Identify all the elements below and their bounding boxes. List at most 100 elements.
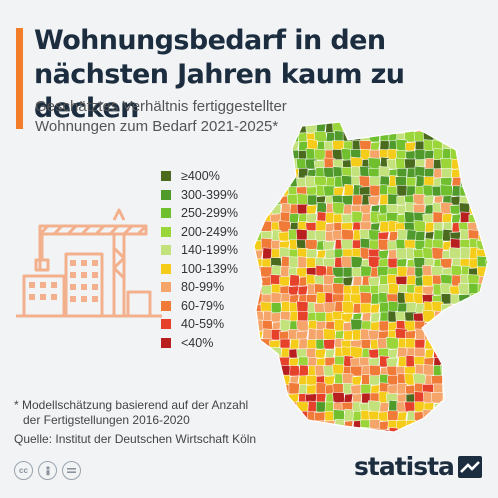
page-title: Wohnungsbedarf in den nächsten Jahren ka… bbox=[34, 24, 494, 126]
district-cell bbox=[397, 302, 408, 314]
district-cell bbox=[449, 303, 462, 314]
district-cell bbox=[486, 175, 488, 188]
district-cell bbox=[254, 256, 256, 269]
district-cell bbox=[448, 356, 462, 368]
district-cell bbox=[254, 276, 255, 287]
district-cell bbox=[448, 373, 463, 386]
district-cell bbox=[254, 131, 264, 143]
district-cell bbox=[431, 417, 446, 431]
district-cell bbox=[424, 321, 435, 332]
district-cell bbox=[478, 184, 488, 197]
district-cell bbox=[296, 429, 309, 432]
district-cell bbox=[289, 168, 300, 179]
district-cell bbox=[270, 409, 283, 422]
district-cell bbox=[315, 311, 327, 323]
district-cell bbox=[270, 312, 282, 323]
district-cell bbox=[449, 122, 462, 125]
district-cell bbox=[288, 122, 301, 134]
district-cell bbox=[271, 132, 282, 143]
district-cell bbox=[269, 366, 282, 377]
district-cell bbox=[469, 174, 482, 188]
district-cell bbox=[460, 159, 471, 170]
source-note: Quelle: Institut der Deutschen Wirtschaf… bbox=[14, 432, 257, 446]
district-cell bbox=[467, 429, 480, 432]
district-cell bbox=[487, 247, 488, 260]
district-cell bbox=[487, 338, 488, 350]
district-cell bbox=[323, 339, 336, 350]
district-cell bbox=[449, 312, 462, 323]
district-cell bbox=[468, 375, 480, 386]
district-cell bbox=[476, 366, 488, 377]
district-cell bbox=[262, 418, 274, 431]
germany-district-map bbox=[253, 121, 489, 439]
district-cell bbox=[486, 239, 488, 251]
district-cell bbox=[441, 168, 453, 179]
district-cell bbox=[370, 303, 381, 314]
district-cell bbox=[460, 355, 472, 368]
district-cell bbox=[487, 141, 488, 152]
cc-icon[interactable]: cc bbox=[14, 461, 33, 480]
legend-item: 200-249% bbox=[161, 223, 238, 242]
statista-mark-icon bbox=[457, 455, 482, 478]
legend-swatch bbox=[161, 189, 171, 200]
district-cell bbox=[440, 158, 453, 170]
legend-label: 300-399% bbox=[181, 187, 238, 202]
legend-item: <40% bbox=[161, 334, 238, 353]
district-cell bbox=[254, 175, 256, 188]
district-cell bbox=[457, 321, 471, 332]
district-cell bbox=[340, 239, 354, 251]
district-cell bbox=[397, 411, 408, 422]
license-icons: cc bbox=[14, 461, 81, 480]
district-cell bbox=[323, 420, 336, 431]
district-cell bbox=[467, 303, 480, 314]
district-cell bbox=[254, 301, 256, 314]
district-cell bbox=[254, 157, 265, 170]
district-cell bbox=[478, 419, 488, 431]
district-cell bbox=[360, 339, 372, 350]
district-cell bbox=[342, 266, 354, 278]
person-icon[interactable] bbox=[38, 461, 57, 480]
map-legend: ≥400% 300-399% 250-299% 200-249% 140-199% 100… bbox=[161, 167, 238, 352]
district-cell bbox=[485, 375, 488, 386]
district-cell bbox=[477, 373, 488, 386]
legend-item: 80-99% bbox=[161, 278, 238, 297]
district-cell bbox=[487, 183, 488, 197]
district-cell bbox=[368, 195, 381, 206]
district-cell bbox=[307, 437, 318, 439]
district-cell bbox=[396, 393, 408, 404]
district-cell bbox=[450, 411, 462, 422]
district-cell bbox=[467, 355, 481, 368]
legend-item: 60-79% bbox=[161, 297, 238, 316]
district-cell bbox=[487, 265, 488, 278]
equals-icon[interactable] bbox=[62, 461, 81, 480]
district-cell bbox=[449, 393, 462, 404]
district-cell bbox=[379, 221, 390, 233]
district-cell bbox=[485, 258, 488, 269]
district-cell bbox=[298, 338, 309, 350]
district-cell bbox=[477, 130, 488, 143]
district-cell bbox=[254, 354, 257, 368]
district-cell bbox=[352, 276, 363, 287]
district-cell bbox=[478, 158, 488, 170]
district-cell bbox=[278, 429, 291, 432]
district-cell bbox=[486, 417, 488, 431]
district-cell bbox=[325, 348, 336, 359]
district-cell bbox=[487, 411, 488, 422]
district-cell bbox=[254, 329, 255, 341]
district-cell bbox=[433, 339, 444, 350]
district-cell bbox=[304, 122, 318, 125]
statista-logo[interactable]: statista bbox=[354, 452, 482, 481]
district-cell bbox=[478, 195, 488, 206]
district-cell bbox=[289, 338, 300, 350]
district-cell bbox=[280, 347, 291, 359]
district-cell bbox=[361, 312, 372, 323]
district-cell bbox=[405, 177, 417, 188]
district-cell bbox=[440, 420, 453, 431]
district-cell bbox=[254, 321, 255, 332]
district-cell bbox=[370, 141, 381, 152]
district-cell bbox=[351, 267, 363, 278]
district-cell bbox=[343, 429, 354, 432]
district-cell bbox=[254, 383, 255, 395]
legend-swatch bbox=[161, 226, 171, 237]
district-cell bbox=[261, 150, 273, 161]
